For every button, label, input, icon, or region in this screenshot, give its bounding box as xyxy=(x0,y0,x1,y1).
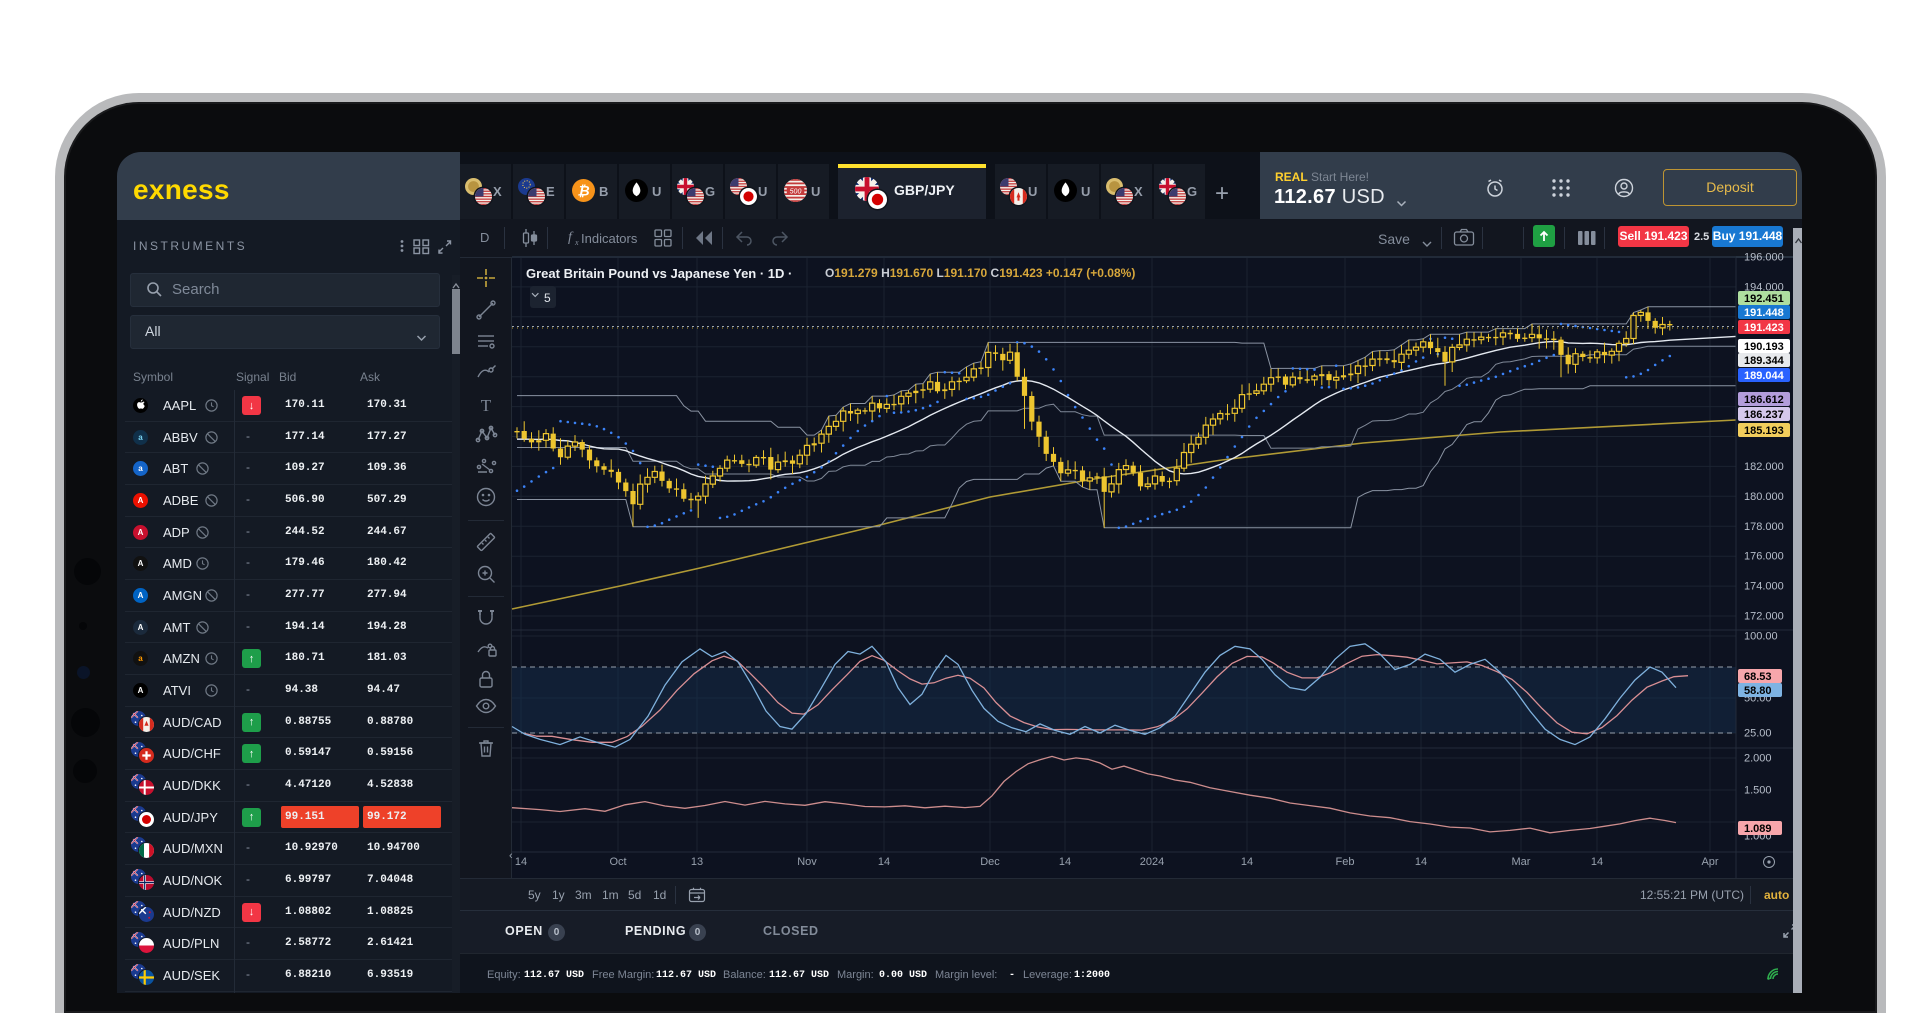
svg-text:2.000: 2.000 xyxy=(1744,753,1772,765)
svg-text:1.500: 1.500 xyxy=(1744,785,1772,797)
svg-text:180.000: 180.000 xyxy=(1744,491,1784,503)
svg-text:100.00: 100.00 xyxy=(1744,631,1778,643)
svg-text:14: 14 xyxy=(1059,856,1071,868)
svg-text:176.000: 176.000 xyxy=(1744,551,1784,563)
svg-text:14: 14 xyxy=(1415,856,1427,868)
svg-text:190.193: 190.193 xyxy=(1744,341,1784,353)
svg-text:14: 14 xyxy=(878,856,890,868)
svg-text:174.000: 174.000 xyxy=(1744,581,1784,593)
svg-text:178.000: 178.000 xyxy=(1744,521,1784,533)
svg-text:68.53: 68.53 xyxy=(1744,671,1772,683)
svg-text:14: 14 xyxy=(1241,856,1253,868)
svg-text:500: 500 xyxy=(790,188,802,195)
svg-text:191.448: 191.448 xyxy=(1744,307,1784,319)
svg-text:58.80: 58.80 xyxy=(1744,685,1772,697)
svg-text:186.612: 186.612 xyxy=(1744,394,1784,406)
svg-text:Dec: Dec xyxy=(980,856,1000,868)
svg-text:₿: ₿ xyxy=(577,183,589,199)
svg-text:14: 14 xyxy=(1591,856,1603,868)
svg-text:189.044: 189.044 xyxy=(1744,370,1785,382)
svg-text:172.000: 172.000 xyxy=(1744,611,1784,623)
svg-text:Nov: Nov xyxy=(797,856,817,868)
svg-text:13: 13 xyxy=(691,856,703,868)
svg-text:5: 5 xyxy=(544,291,551,305)
svg-text:189.344: 189.344 xyxy=(1744,355,1785,367)
svg-text:Mar: Mar xyxy=(1512,856,1531,868)
svg-text:185.193: 185.193 xyxy=(1744,425,1784,437)
svg-text:Feb: Feb xyxy=(1336,856,1355,868)
svg-text:191.423: 191.423 xyxy=(1744,322,1784,334)
svg-text:Oct: Oct xyxy=(609,856,626,868)
svg-text:x: x xyxy=(574,238,579,247)
svg-text:1.089: 1.089 xyxy=(1744,823,1772,835)
svg-text:2024: 2024 xyxy=(1140,856,1164,868)
svg-text:Apr: Apr xyxy=(1701,856,1718,868)
svg-text:f: f xyxy=(568,230,574,245)
svg-text:192.451: 192.451 xyxy=(1744,293,1784,305)
svg-text:186.237: 186.237 xyxy=(1744,409,1784,421)
svg-text:196.000: 196.000 xyxy=(1744,252,1784,264)
svg-text:194.000: 194.000 xyxy=(1744,281,1784,293)
svg-text:T: T xyxy=(481,396,492,415)
svg-text:182.000: 182.000 xyxy=(1744,461,1784,473)
svg-text:25.00: 25.00 xyxy=(1744,728,1772,740)
svg-text:14: 14 xyxy=(515,856,527,868)
